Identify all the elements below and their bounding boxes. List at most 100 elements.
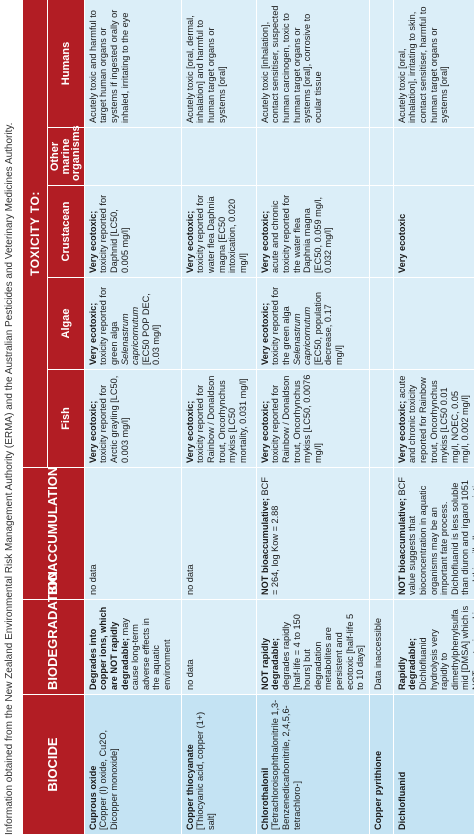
- crustacean-text: acute and chronic toxicity reported for …: [270, 194, 334, 273]
- humans-cell: Acutely toxic [inhalation], contact sens…: [256, 0, 370, 128]
- table-row: Chlorothalonil [Tetrachloroisophthalonitr…: [256, 0, 370, 835]
- biocide-name: Copper pyrithione: [372, 750, 383, 830]
- biocide-cell: Copper pyrithione: [369, 694, 394, 835]
- header-biodegradation: BIODEGRADATION: [22, 571, 85, 695]
- fish-text: toxicity reported for Arctic grayling [L…: [98, 375, 130, 463]
- biodegradation-bold: NOT rapidly degradable;: [259, 637, 281, 690]
- biodegradation-cell: no data: [181, 599, 257, 695]
- other-marine-cell: [369, 127, 394, 186]
- algae-bold: Very ecotoxic;: [259, 302, 270, 365]
- other-marine-cell: [393, 127, 474, 186]
- bioaccumulation-text: no data: [87, 564, 98, 595]
- biocide-cell: Dichlofluanid: [393, 694, 474, 835]
- table-row: Cuprous oxide [Copper (I) oxide, Cu2O, Di…: [84, 0, 182, 835]
- table-row: Copper pyrithione Data inaccessible: [369, 0, 394, 835]
- fish-bold: Very ecotoxic;: [87, 400, 98, 463]
- algae-species: Selenastrum capricornutum: [291, 306, 313, 365]
- header-crustacean: Crustacean: [47, 185, 85, 278]
- biodegradation-cell: Rapidly degradable; Dichlofluanid hydrol…: [393, 599, 474, 695]
- fish-bold: Very ecotoxic;: [184, 400, 195, 463]
- crustacean-cell: Very ecotoxic; toxicity reported for wat…: [181, 185, 257, 278]
- biocide-detail: [Thiocyanic acid, copper (1+) salt]: [195, 711, 216, 830]
- crustacean-cell: Very ecotoxic; toxicity reported for Dap…: [84, 185, 182, 278]
- humans-cell: Acutely toxic [oral, dermal, inhalation]…: [181, 0, 257, 128]
- algae-cell: [369, 277, 394, 370]
- header-fish: Fish: [47, 369, 85, 468]
- biocide-cell: Chlorothalonil [Tetrachloroisophthalonitr…: [256, 694, 370, 835]
- header-bioaccumulation: BIOACCUMULATION: [22, 467, 85, 600]
- fish-cell: Very ecotoxic; toxicity reported for Arc…: [84, 369, 182, 468]
- crustacean-text: toxicity reported for Daphnid [LC50, 0.0…: [98, 194, 130, 273]
- header-row-top: BIOCIDE BIODEGRADATION BIOACCUMULATION T…: [22, 0, 85, 835]
- bioaccumulation-cell: no data: [181, 467, 257, 600]
- algae-cell: [393, 277, 474, 370]
- biocide-name: Dichlofluanid: [396, 771, 407, 830]
- fish-bold: Very ecotoxic;: [259, 400, 270, 463]
- algae-cell: Very ecotoxic; toxicity reported for the…: [256, 277, 370, 370]
- fish-cell: [369, 369, 394, 468]
- algae-bold: Very ecotoxic;: [87, 302, 98, 365]
- biodegradation-cell: NOT rapidly degradable; degrades rapidly…: [256, 599, 370, 695]
- bioaccumulation-bold: NOT bioaccumulative;: [396, 498, 407, 595]
- biodegradation-text: no data: [184, 659, 195, 690]
- biocide-name: Copper thiocyanate: [184, 744, 195, 830]
- algae-text: toxicity reported for green alga: [98, 286, 119, 365]
- header-algae: Algae: [47, 277, 85, 370]
- biocide-name: Cuprous oxide: [87, 765, 98, 830]
- header-biocide: BIOCIDE: [22, 694, 85, 835]
- crustacean-bold: Very ecotoxic: [396, 213, 407, 273]
- crustacean-bold: Very ecotoxic;: [87, 210, 98, 273]
- table-row: Copper thiocyanate [Thiocyanic acid, copp…: [181, 0, 257, 835]
- algae-cell: Very ecotoxic; toxicity reported for gre…: [84, 277, 182, 370]
- biocide-toxicity-table: BIOCIDE BIODEGRADATION BIOACCUMULATION T…: [22, 0, 474, 835]
- crustacean-bold: Very ecotoxic;: [259, 210, 270, 273]
- biodegradation-cell: Degrades into copper ions, which are NOT…: [84, 599, 182, 695]
- biocide-cell: Cuprous oxide [Copper (I) oxide, Cu2O, Di…: [84, 694, 182, 835]
- bioaccumulation-cell: NOT bioaccumulative; BCF = 264, log Kow …: [256, 467, 370, 600]
- biodegradation-text: Dichlofluanid hydrolysis very rapidly to…: [417, 605, 474, 690]
- table-row: Dichlofluanid Rapidly degradable; Dichlo…: [393, 0, 474, 835]
- humans-cell: [369, 0, 394, 128]
- humans-cell: Acutely toxic and harmful to target huma…: [84, 0, 182, 128]
- bioaccumulation-cell: no data: [84, 467, 182, 600]
- biocide-detail: [Copper (I) oxide, Cu2O, Dicopper monoxi…: [98, 729, 119, 830]
- fish-text: toxicity reported for Rainbow / Donaldso…: [195, 375, 248, 463]
- humans-cell: Acutely toxic [oral, inhalation], irrita…: [393, 0, 474, 128]
- algae-text-end: [EC50 POP DEC, 0.03 mg/l]: [140, 293, 162, 365]
- algae-cell: [181, 277, 257, 370]
- bioaccumulation-text: no data: [184, 564, 195, 595]
- header-toxicity-to: TOXICITY TO:: [22, 0, 48, 468]
- other-marine-cell: [181, 127, 257, 186]
- biodegradation-bold: Rapidly degradable;: [396, 637, 418, 690]
- header-humans: Humans: [47, 0, 85, 128]
- biocide-detail: [Tetrachloroisophthalonitrile 1,3-Benzen…: [270, 699, 302, 830]
- bioaccumulation-cell: [369, 467, 394, 600]
- fish-text: acute and chronic toxicity reported for …: [396, 375, 471, 463]
- other-marine-cell: [84, 127, 182, 186]
- crustacean-cell: Very ecotoxic; acute and chronic toxicit…: [256, 185, 370, 278]
- algae-text-end: [EC50, population decrease, 0.17 mg/l]: [312, 291, 344, 365]
- header-other-marine: Other marine organisms: [47, 125, 85, 186]
- fish-text: toxicity reported for Rainbow / Donaldso…: [270, 374, 323, 463]
- biocide-cell: Copper thiocyanate [Thiocyanic acid, copp…: [181, 694, 257, 835]
- other-marine-cell: [256, 127, 370, 186]
- fish-cell: Very ecotoxic; toxicity reported for Rai…: [256, 369, 370, 468]
- biodegradation-cell: Data inaccessible: [369, 599, 394, 695]
- biodegradation-text: degrades rapidly [half-life = 4 to 150 h…: [280, 613, 366, 690]
- algae-text: toxicity reported for the green alga: [270, 286, 291, 365]
- bioaccumulation-cell: NOT bioaccumulative; BCF value suggests …: [393, 467, 474, 600]
- crustacean-cell: [369, 185, 394, 278]
- bioaccumulation-bold: NOT bioaccumulative;: [259, 498, 270, 595]
- crustacean-cell: Very ecotoxic: [393, 185, 474, 278]
- source-caption: Information obtained from the New Zealan…: [4, 122, 15, 835]
- crustacean-text: toxicity reported for water flea Daphnia…: [195, 194, 248, 273]
- bioaccumulation-text: BCF value suggests that bioconcentration…: [396, 475, 474, 596]
- crustacean-bold: Very ecotoxic;: [184, 210, 195, 273]
- fish-cell: Very ecotoxic; toxicity reported for Rai…: [181, 369, 257, 468]
- algae-species: Selenastrum capricornutum: [119, 306, 141, 365]
- fish-bold: Very ecotoxic;: [396, 400, 407, 463]
- biodegradation-text: Data inaccessible: [372, 617, 383, 690]
- biocide-name: Chlorothalonil: [259, 767, 270, 830]
- fish-cell: Very ecotoxic; acute and chronic toxicit…: [393, 369, 474, 468]
